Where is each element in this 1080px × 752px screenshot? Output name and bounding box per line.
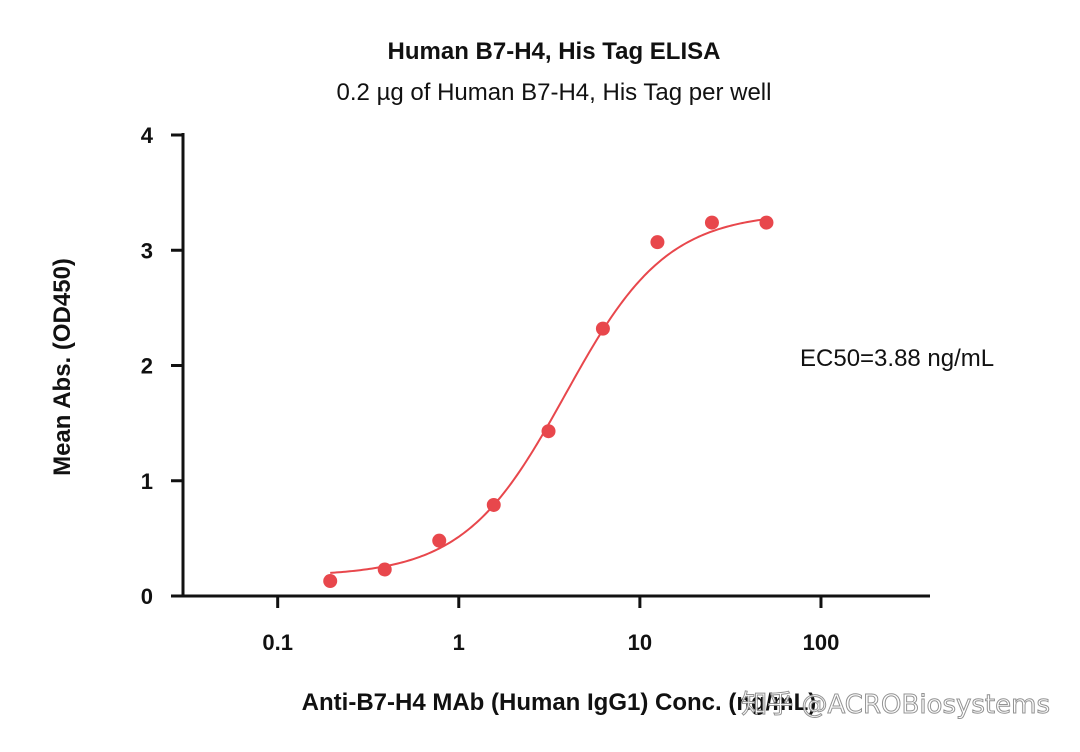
data-point [541,424,556,439]
x-tick-label: 10 [628,630,652,655]
fit-curve [330,218,767,574]
data-point [595,321,610,336]
x-tick-label: 100 [803,630,840,655]
chart-title: Human B7-H4, His Tag ELISA [388,38,721,65]
data-points [323,215,774,589]
x-tick-label: 1 [453,630,465,655]
fit-layer [330,218,767,574]
x-tick-label: 0.1 [262,630,293,655]
y-tick-label: 1 [141,469,153,494]
data-point [704,215,719,230]
y-axis-label: Mean Abs. (OD450) [49,258,76,476]
data-point [759,215,774,230]
y-ticks: 0 1 2 3 4 [141,123,183,609]
data-point [486,497,501,512]
y-tick-label: 4 [141,123,154,148]
data-point [377,562,392,577]
ec50-annotation: EC50=3.88 ng/mL [800,345,994,372]
chart-subtitle: 0.2 µg of Human B7-H4, His Tag per well [337,79,772,106]
watermark: 知乎 @ACROBiosystems [741,690,1050,720]
y-tick-label: 2 [141,354,153,379]
data-point [432,533,447,548]
x-ticks: 0.1 1 10 100 [262,596,839,655]
data-point [650,235,665,250]
y-tick-label: 3 [141,238,153,263]
x-axis-label: Anti-B7-H4 MAb (Human IgG1) Conc. (ng/mL… [302,689,817,716]
y-tick-label: 0 [141,584,153,609]
data-point [323,574,338,589]
